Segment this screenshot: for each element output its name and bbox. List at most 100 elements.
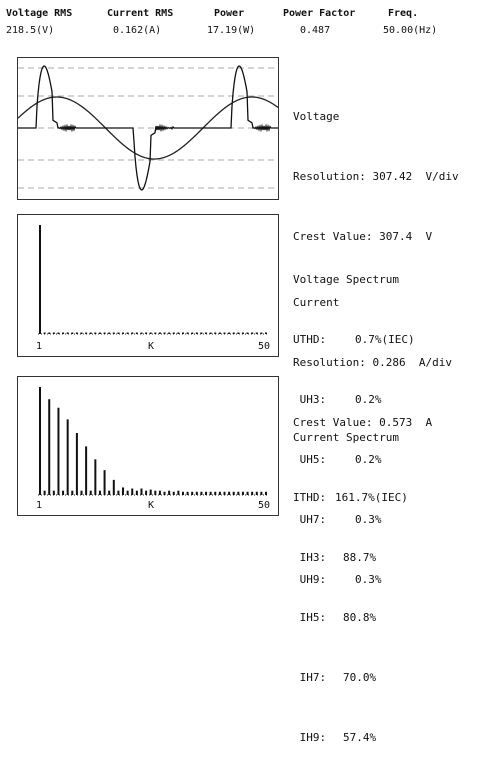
harmonic-bar [246, 491, 249, 495]
harmonic-bar [209, 332, 212, 334]
voltage-resolution: Resolution: 307.42 V/div [293, 170, 459, 183]
harmonic-bar [205, 332, 208, 334]
current-crest: Crest Value: 0.573 A [293, 416, 433, 429]
voltage-axis-start: 1 [36, 341, 43, 352]
voltage-spectrum-plot [38, 225, 268, 335]
harmonic-bar [228, 491, 231, 495]
harmonic-bar [48, 399, 51, 495]
harmonic-bar [112, 479, 115, 495]
voltage-axis-mid: K [148, 341, 155, 352]
harmonic-bar [260, 332, 263, 334]
current-spectrum-row: IH3: 88.7% [293, 548, 399, 568]
current-spectrum-row: IH9: 57.4% [293, 728, 399, 748]
harmonic-bar [75, 332, 78, 334]
waveform-info: Voltage Resolution: 307.42 V/div Crest V… [293, 67, 459, 453]
harmonic-bar [260, 491, 263, 495]
harmonic-bar [232, 332, 235, 334]
harmonic-bar [122, 332, 125, 334]
harmonic-bar [149, 332, 152, 334]
harmonic-bar [163, 332, 166, 334]
harmonic-bar [158, 332, 161, 334]
harmonic-bar [168, 490, 171, 495]
harmonic-bar [149, 489, 152, 495]
harmonic-bar [191, 332, 194, 334]
row-label: IH9: [293, 731, 327, 744]
row-label: UH3: [293, 393, 327, 406]
harmonic-bar [163, 491, 166, 495]
harmonic-bar [48, 332, 51, 334]
harmonic-bar [62, 332, 65, 334]
harmonic-bar [71, 490, 74, 495]
harmonic-bar [108, 490, 111, 495]
harmonic-bar [218, 332, 221, 334]
harmonic-bar [112, 332, 115, 334]
current-spectrum-row: IH7: 70.0% [293, 668, 399, 688]
harmonic-bar [126, 332, 129, 334]
row-value: 70.0% [343, 671, 377, 684]
harmonic-bar [57, 332, 60, 334]
harmonic-bar [255, 491, 258, 495]
harmonic-bar [218, 491, 221, 495]
current-axis-mid: K [148, 500, 155, 511]
harmonic-bar [85, 446, 88, 495]
harmonic-bar [52, 490, 55, 495]
harmonic-bar [181, 332, 184, 334]
harmonic-bar [75, 433, 78, 495]
harmonic-bar [246, 332, 249, 334]
harmonic-bar [98, 490, 101, 495]
row-value: 80.8% [343, 611, 377, 624]
row-label: IH3: [293, 551, 327, 564]
current-spectrum-info: Current Spectrum ITHD: 161.7%(IEC) IH3: 88… [293, 388, 408, 768]
harmonic-bar [228, 332, 231, 334]
harmonic-bar [94, 459, 97, 495]
voltage-series-line [17, 96, 279, 160]
harmonic-bar [89, 490, 92, 495]
harmonic-bar [186, 491, 189, 495]
current-rms-value: 0.162(A) [113, 25, 162, 36]
row-label: UH5: [293, 453, 327, 466]
harmonic-bar [177, 490, 180, 495]
harmonic-bar [117, 490, 120, 495]
current-title: Current [293, 296, 340, 309]
voltage-axis-end: 50 [258, 341, 271, 352]
harmonic-bar [154, 490, 157, 495]
harmonic-bar [241, 491, 244, 495]
harmonic-bar [214, 491, 217, 495]
current-spectrum-panel: 1 K 50 [17, 376, 279, 516]
harmonic-bar [131, 488, 134, 495]
harmonic-bar [71, 332, 74, 334]
current-resolution: Resolution: 0.286 A/div [293, 356, 452, 369]
row-label: ITHD: [293, 491, 327, 504]
harmonic-bar [251, 332, 254, 334]
harmonic-bar [145, 490, 148, 495]
row-label: IH7: [293, 671, 327, 684]
current-spectrum-plot [38, 387, 268, 496]
row-value: 57.4% [343, 731, 377, 744]
measurement-header: Voltage RMS 218.5(V) Current RMS 0.162(A… [0, 0, 491, 42]
harmonic-bar [66, 332, 69, 334]
harmonic-bar [52, 332, 55, 334]
frequency-value: 50.00(Hz) [383, 25, 438, 36]
voltage-rms-label: Voltage RMS [6, 8, 73, 19]
harmonic-bar [265, 491, 267, 495]
voltage-spectrum-row: UH3: 0.2% [293, 390, 399, 410]
voltage-crest: Crest Value: 307.4 V [293, 230, 433, 243]
harmonic-bar [195, 491, 198, 495]
harmonic-bar [39, 225, 41, 334]
row-value: 0.7%(IEC) [355, 333, 415, 346]
harmonic-bar [223, 491, 226, 495]
harmonic-bar [265, 332, 267, 334]
harmonic-bar [80, 490, 83, 495]
current-spectrum-title: Current Spectrum [293, 431, 399, 444]
voltage-title: Voltage [293, 110, 340, 123]
harmonic-bar [108, 332, 111, 334]
voltage-spectrum-row: UTHD: 0.7%(IEC) [293, 330, 415, 350]
harmonic-bar [237, 332, 240, 334]
current-spectrum-row: IH5: 80.8% [293, 608, 399, 628]
harmonic-bar [131, 332, 134, 334]
harmonic-bar [195, 332, 198, 334]
harmonic-bar [232, 491, 235, 495]
harmonic-bar [80, 332, 83, 334]
voltage-spectrum-title: Voltage Spectrum [293, 273, 399, 286]
harmonic-bar [255, 332, 258, 334]
